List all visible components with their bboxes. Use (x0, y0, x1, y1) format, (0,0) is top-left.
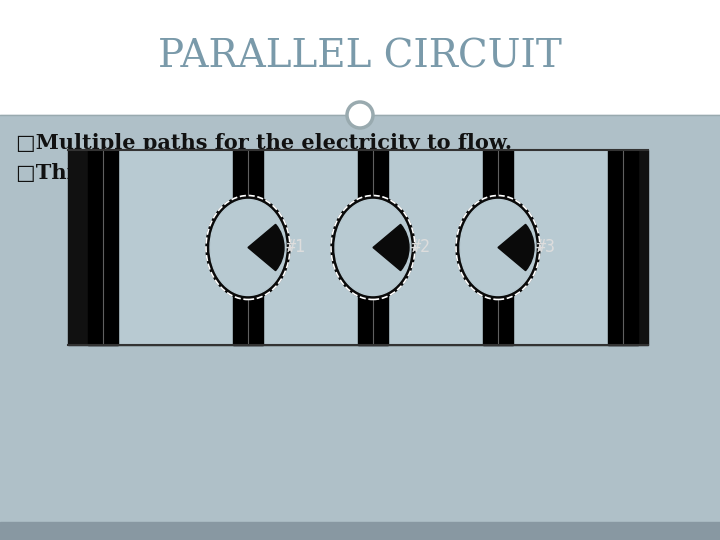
Bar (358, 150, 388, 345)
Ellipse shape (456, 195, 540, 300)
Ellipse shape (206, 195, 290, 300)
Bar (388, 150, 483, 345)
Bar (118, 150, 233, 345)
Bar (358, 198, 388, 298)
Bar (0, 0, 720, 115)
Bar (0, 522, 720, 540)
Ellipse shape (460, 199, 536, 295)
Bar (638, 150, 648, 345)
Bar (233, 150, 263, 345)
Bar (88, 150, 118, 345)
Wedge shape (373, 224, 409, 271)
Bar (0, 115, 720, 522)
Wedge shape (498, 224, 534, 271)
Text: #3: #3 (536, 239, 557, 256)
Ellipse shape (210, 199, 286, 295)
Bar (483, 150, 513, 345)
Ellipse shape (331, 195, 415, 300)
Bar (513, 150, 608, 345)
Text: □This will e lab #4: □This will e lab #4 (16, 163, 239, 183)
Bar (263, 150, 358, 345)
Text: PARALLEL CIRCUIT: PARALLEL CIRCUIT (158, 39, 562, 76)
Bar (233, 198, 263, 298)
Bar (483, 198, 513, 298)
Bar (88, 150, 638, 345)
Text: #2: #2 (411, 239, 431, 256)
Wedge shape (248, 224, 284, 271)
Ellipse shape (335, 199, 411, 295)
Bar (68, 150, 88, 345)
Text: □Multiple paths for the electricity to flow.: □Multiple paths for the electricity to f… (16, 133, 512, 153)
Text: #1: #1 (287, 239, 306, 256)
Circle shape (347, 102, 373, 128)
Bar (608, 150, 638, 345)
